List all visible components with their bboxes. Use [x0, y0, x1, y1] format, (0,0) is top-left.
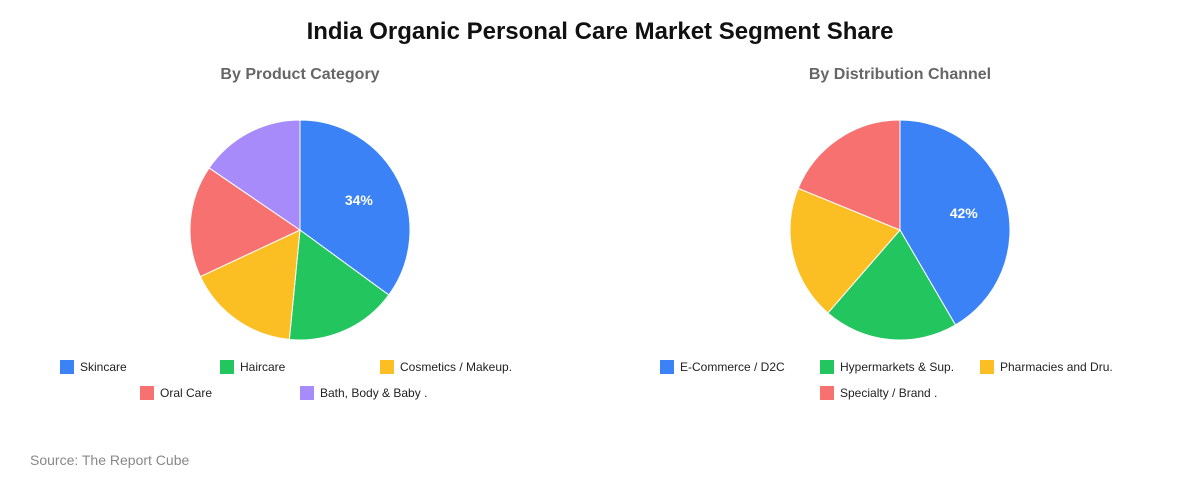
legend-label: E-Commerce / D2C: [680, 360, 785, 374]
chart-subtitle: By Distribution Channel: [808, 66, 992, 83]
legend-swatch: [820, 360, 834, 374]
product-category-pie: 34%: [189, 119, 411, 341]
legend-swatch: [60, 360, 74, 374]
pie-slice-oral-care: [189, 167, 302, 278]
slice-data-label: 42%: [950, 205, 979, 221]
legend-swatch: [140, 386, 154, 400]
legend-item: Cosmetics / Makeup.: [380, 360, 512, 374]
pie-slice-bath-body-baby: [208, 119, 301, 231]
legend-swatch: [660, 360, 674, 374]
slice-data-label: 34%: [345, 192, 374, 208]
legend-label: Specialty / Brand .: [840, 386, 938, 400]
product-category-chart: By Product Category 34% Skincare Haircare…: [0, 66, 600, 426]
legend-label: Cosmetics / Makeup.: [400, 360, 513, 374]
legend-label: Bath, Body & Baby .: [320, 386, 428, 400]
distribution-channel-pie: 42%: [789, 119, 1011, 341]
pie-slice-hypermarkets-sup: [827, 229, 957, 341]
chart-subtitle: By Product Category: [220, 66, 380, 83]
page-title: India Organic Personal Care Market Segme…: [306, 18, 894, 45]
pie-slice-pharmacies-and-dru: [789, 187, 901, 314]
pie-slice-haircare: [288, 229, 390, 341]
legend-item: Pharmacies and Dru.: [980, 360, 1113, 374]
legend-swatch: [820, 386, 834, 400]
legend-item: E-Commerce / D2C: [660, 360, 785, 374]
legend-swatch: [380, 360, 394, 374]
legend-item: Haircare: [220, 360, 285, 374]
legend-item: Hypermarkets & Sup.: [820, 360, 954, 374]
legend-item: Bath, Body & Baby .: [300, 386, 427, 400]
legend-swatch: [980, 360, 994, 374]
legend-item: Oral Care: [140, 386, 212, 400]
pie-slice-specialty-brand: [797, 119, 901, 231]
legend-label: Skincare: [80, 360, 127, 374]
pie-slice-cosmetics-makeup: [199, 229, 301, 341]
legend-item: Skincare: [60, 360, 127, 374]
legend-label: Hypermarkets & Sup.: [840, 360, 955, 374]
pie-slice-e-commerce-d2c: [899, 119, 1011, 326]
legend-label: Oral Care: [160, 386, 213, 400]
pie-slice-skincare: [299, 119, 411, 296]
distribution-channel-chart: By Distribution Channel 42% E-Commerce /…: [600, 66, 1200, 426]
source-note: Source: The Report Cube: [30, 452, 190, 468]
legend-swatch: [220, 360, 234, 374]
legend-item: Specialty / Brand .: [820, 386, 937, 400]
legend-swatch: [300, 386, 314, 400]
legend-label: Pharmacies and Dru.: [1000, 360, 1113, 374]
legend-label: Haircare: [240, 360, 286, 374]
